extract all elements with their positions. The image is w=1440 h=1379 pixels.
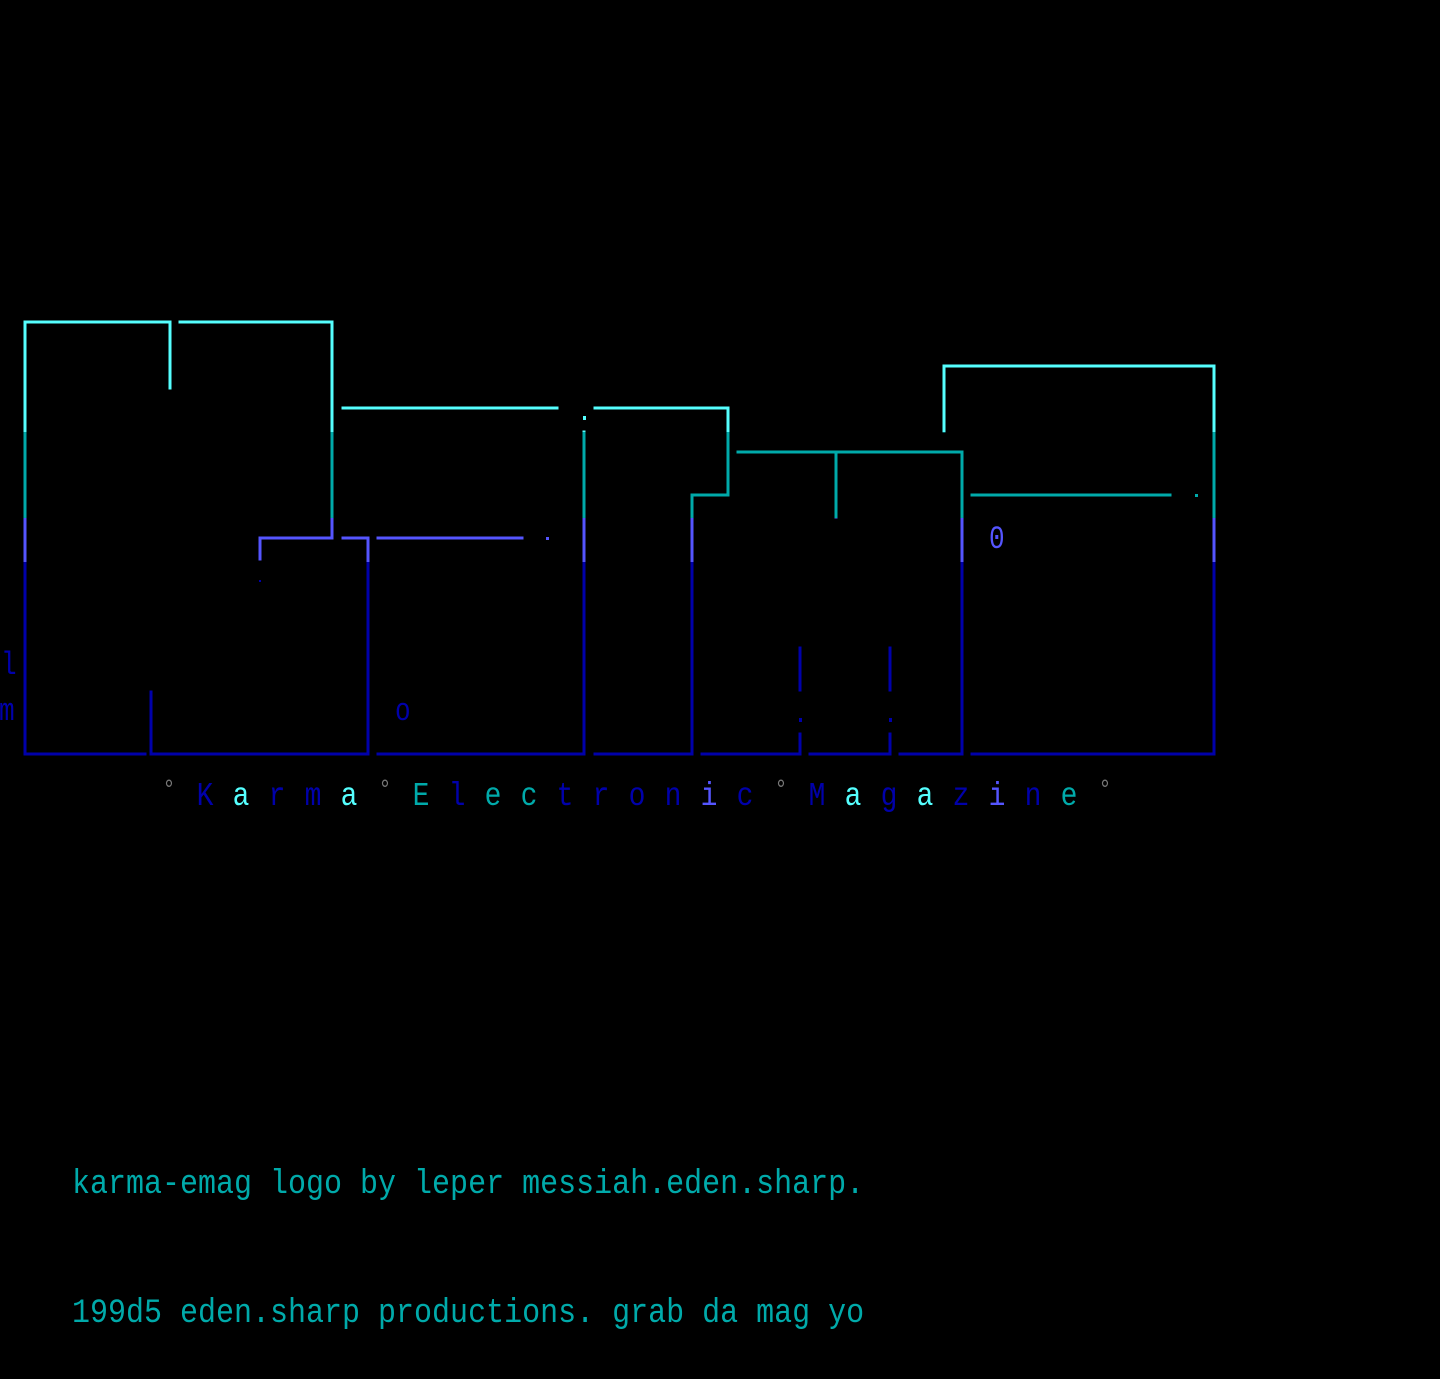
logo-k-bottom	[149, 536, 370, 756]
logo-a-outline	[376, 430, 586, 756]
subtitle-degree-mark: °	[774, 776, 788, 806]
logo-dot	[583, 416, 586, 420]
subtitle-letter: g	[880, 778, 898, 816]
stray-char-o: o	[395, 692, 411, 730]
subtitle-letter: i	[988, 778, 1006, 816]
subtitle-degree-mark: °	[378, 776, 392, 806]
logo-dot	[259, 580, 261, 582]
subtitle-degree-mark: °	[162, 776, 176, 806]
logo-a2-outline	[942, 364, 1216, 756]
subtitle-letter: z	[952, 778, 970, 816]
credits-line-1: karma-emag logo by leper messiah.eden.sh…	[72, 1165, 865, 1205]
logo-dot	[799, 718, 802, 722]
logo-r-outline	[593, 406, 730, 756]
subtitle-letter: a	[916, 778, 934, 816]
credits-line-2: 199d5 eden.sharp productions. grab da ma…	[72, 1294, 865, 1334]
subtitle-degree-mark: °	[1098, 776, 1112, 806]
subtitle-letter: r	[268, 778, 286, 816]
logo-dot	[889, 718, 892, 722]
logo-k-outline	[23, 320, 171, 756]
logo-m-top	[736, 450, 964, 756]
subtitle-letter: m	[304, 778, 322, 816]
subtitle-letter: n	[1024, 778, 1042, 816]
logo-dot	[546, 537, 549, 540]
credits: karma-emag logo by leper messiah.eden.sh…	[72, 1078, 864, 1379]
subtitle-letter: K	[196, 778, 214, 816]
subtitle-letter: a	[232, 778, 250, 816]
subtitle-letter: a	[340, 778, 358, 816]
stray-char-m: m	[0, 692, 15, 730]
logo-dot	[1195, 494, 1198, 497]
subtitle-letter: i	[700, 778, 718, 816]
subtitle-letter: e	[484, 778, 502, 816]
subtitle-letter: n	[664, 778, 682, 816]
subtitle-letter: M	[808, 778, 826, 816]
karma-logo-art	[23, 320, 1216, 756]
stray-char-zero: 0	[989, 520, 1005, 558]
subtitle-letter: r	[592, 778, 610, 816]
subtitle-letter: o	[628, 778, 646, 816]
subtitle-letter: c	[520, 778, 538, 816]
subtitle-letter: E	[412, 778, 430, 816]
subtitle-letter: a	[844, 778, 862, 816]
stray-char-l: l	[1, 646, 17, 684]
subtitle-letter: e	[1060, 778, 1078, 816]
subtitle-letter: c	[736, 778, 754, 816]
subtitle-letter: l	[448, 778, 466, 816]
logo-lines	[23, 320, 1216, 756]
logo-k-right	[178, 320, 334, 561]
subtitle-letter: t	[556, 778, 574, 816]
